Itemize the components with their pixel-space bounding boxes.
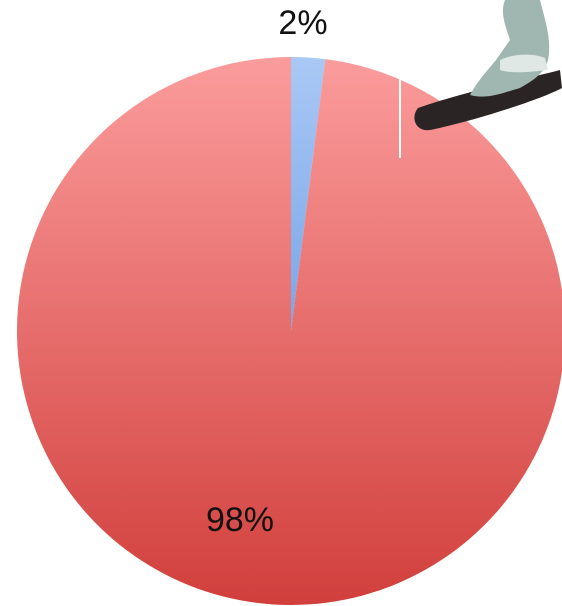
pie — [17, 57, 562, 605]
pie-slice — [291, 57, 326, 331]
data-label: 2% — [278, 4, 327, 42]
snowboarder-illustration — [414, 0, 562, 131]
pie-slice — [17, 57, 562, 605]
data-label: 98% — [206, 501, 274, 539]
